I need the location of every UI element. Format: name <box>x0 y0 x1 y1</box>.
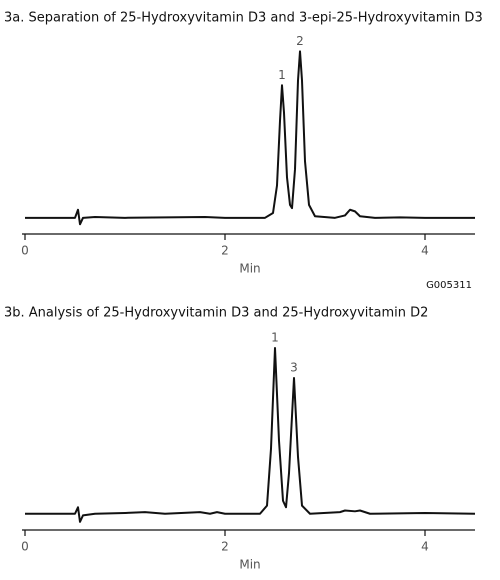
peak-label: 1 <box>271 331 279 345</box>
figure-code: G005311 <box>426 280 472 291</box>
x-tick-label: 0 <box>21 540 29 554</box>
x-axis-label: Min <box>239 262 260 276</box>
x-tick-label: 4 <box>421 244 429 258</box>
x-tick-label: 2 <box>221 540 229 554</box>
peak-label: 3 <box>290 361 298 375</box>
chromatogram-trace <box>25 347 476 523</box>
peak-label: 2 <box>296 34 304 48</box>
chart-title: 3b. Analysis of 25-Hydroxyvitamin D3 and… <box>4 306 428 321</box>
x-axis-label: Min <box>239 558 260 572</box>
chromatogram-trace <box>25 50 475 226</box>
x-tick-label: 4 <box>421 540 429 554</box>
chart-title: 3a. Separation of 25-Hydroxyvitamin D3 a… <box>4 11 483 26</box>
peak-label: 1 <box>278 68 286 82</box>
x-tick-label: 2 <box>221 244 229 258</box>
x-tick-label: 0 <box>21 244 29 258</box>
